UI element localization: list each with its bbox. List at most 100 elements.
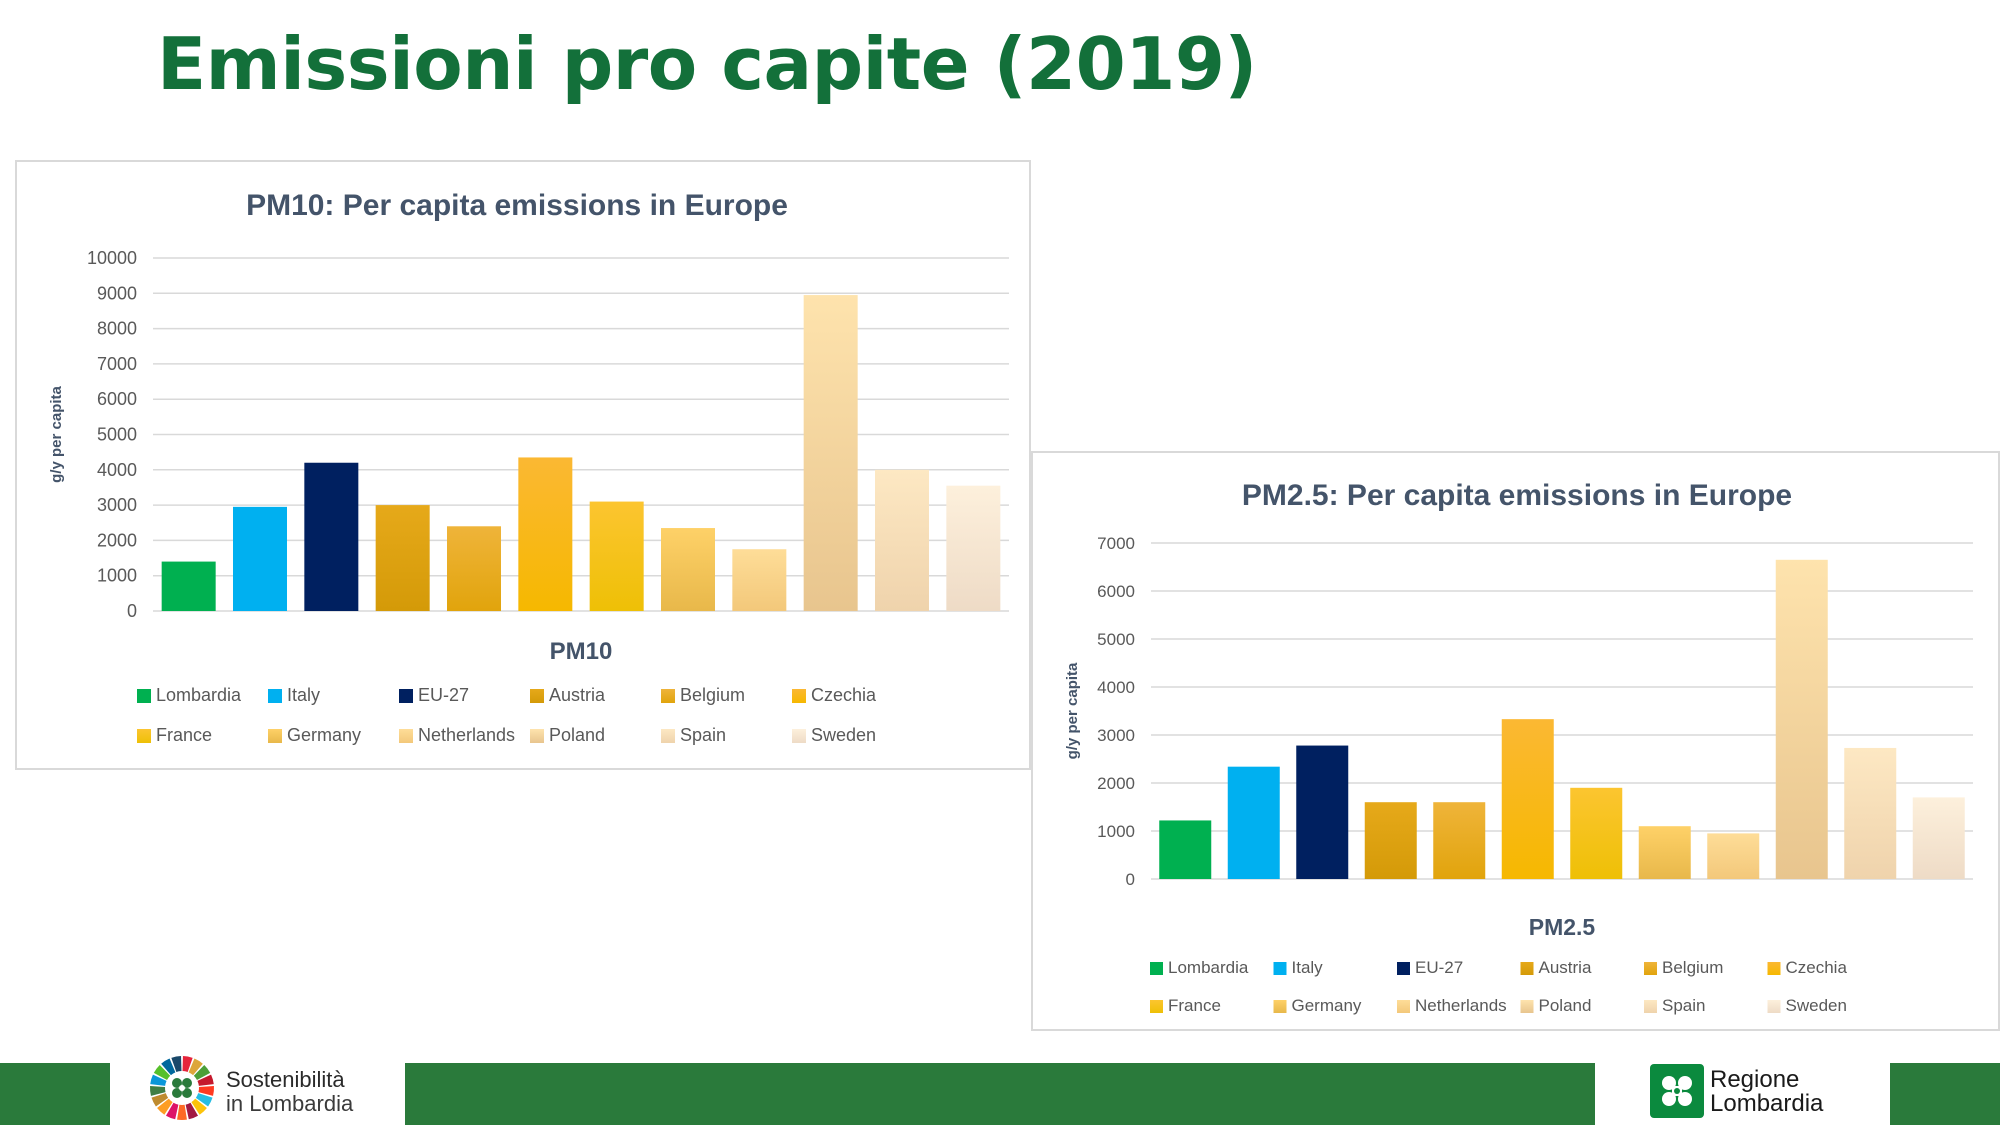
legend-item-austria: Austria — [1520, 958, 1592, 977]
legend-label: Poland — [549, 725, 605, 745]
y-tick-label: 1000 — [1097, 822, 1135, 841]
wheel-segment — [153, 1065, 171, 1080]
wheel-segment — [171, 1056, 182, 1072]
legend-label: Czechia — [1786, 958, 1848, 977]
y-tick-label: 4000 — [1097, 678, 1135, 697]
legend-label: EU-27 — [1415, 958, 1463, 977]
legend-swatch — [137, 729, 151, 743]
legend-swatch — [792, 729, 806, 743]
y-tick-label: 2000 — [1097, 774, 1135, 793]
footer-band-middle — [405, 1063, 1595, 1125]
y-tick-label: 0 — [1126, 870, 1135, 889]
legend-item-sweden: Sweden — [1767, 996, 1847, 1015]
bar-poland — [803, 295, 858, 611]
legend-swatch — [1644, 1000, 1657, 1013]
legend-swatch — [661, 689, 675, 703]
bar-italy — [233, 506, 287, 611]
wheel-segment — [197, 1074, 214, 1086]
bar-spain — [1844, 747, 1897, 879]
legend-swatch — [1150, 1000, 1163, 1013]
bar-sweden — [1912, 797, 1965, 879]
chart-title: PM2.5: Per capita emissions in Europe — [1242, 479, 1792, 512]
legend-swatch — [137, 689, 151, 703]
legend-swatch — [792, 689, 806, 703]
legend-item-lombardia: Lombardia — [137, 685, 242, 705]
legend-label: Sweden — [1786, 996, 1847, 1015]
legend-item-germany: Germany — [1273, 996, 1362, 1015]
legend-item-italy: Italy — [268, 685, 320, 705]
y-tick-label: 2000 — [97, 530, 137, 550]
y-tick-label: 3000 — [97, 495, 137, 515]
wheel-segment — [195, 1093, 213, 1107]
legend-item-netherlands: Netherlands — [399, 725, 515, 745]
legend-item-spain: Spain — [1644, 996, 1705, 1015]
legend-swatch — [268, 689, 282, 703]
wheel-segment — [151, 1093, 169, 1107]
regione-line2: Lombardia — [1710, 1090, 1824, 1117]
legend-swatch — [268, 729, 282, 743]
y-tick-label: 7000 — [97, 354, 137, 374]
bar-poland — [1775, 559, 1828, 879]
wheel-segment — [150, 1074, 167, 1086]
y-tick-label: 0 — [127, 601, 137, 621]
wheel-segment — [191, 1098, 207, 1115]
bar-spain — [875, 469, 929, 611]
sostenibilita-logo-icon — [149, 1056, 215, 1121]
pm10-chart: PM10: Per capita emissions in Europe 0 100… — [48, 189, 1009, 745]
legend-item-germany: Germany — [268, 725, 361, 745]
legend-label: Poland — [1539, 996, 1592, 1015]
bar-eu-27 — [304, 462, 359, 611]
bar-germany — [1638, 826, 1691, 879]
legend-label: Italy — [1292, 958, 1324, 977]
legend-label: Belgium — [680, 685, 745, 705]
x-axis-title: PM2.5 — [1529, 914, 1596, 940]
bar-eu-27 — [1296, 745, 1349, 879]
legend-label: France — [156, 725, 212, 745]
legend-label: Austria — [549, 685, 606, 705]
wheel-segment — [149, 1086, 166, 1096]
legend-swatch — [399, 689, 413, 703]
legend-item-belgium: Belgium — [1644, 958, 1723, 977]
bar-austria — [375, 505, 430, 611]
bar-france — [589, 501, 644, 611]
wheel-segment — [157, 1098, 173, 1115]
bar-lombardia — [1159, 820, 1212, 879]
pm25-chart-panel: PM2.5: Per capita emissions in Europe 0 10… — [1031, 451, 2000, 1031]
legend-label: Sweden — [811, 725, 876, 745]
legend-label: Netherlands — [418, 725, 515, 745]
legend-swatch — [530, 689, 544, 703]
legend-item-eu-27: EU-27 — [399, 685, 469, 705]
bar-czechia — [1501, 719, 1554, 879]
legend-swatch — [1397, 962, 1410, 975]
legend-item-netherlands: Netherlands — [1397, 996, 1507, 1015]
legend-label: Spain — [1662, 996, 1705, 1015]
legend-label: Czechia — [811, 685, 877, 705]
wheel-segment — [161, 1058, 176, 1076]
sostenibilita-line1: Sostenibilità — [226, 1067, 345, 1092]
legend-item-czechia: Czechia — [792, 685, 877, 705]
y-axis-title: g/y per capita — [1064, 662, 1081, 759]
legend-item-belgium: Belgium — [661, 685, 745, 705]
legend-label: Belgium — [1662, 958, 1723, 977]
bar-sweden — [946, 485, 1001, 611]
footer-band-left — [0, 1063, 110, 1125]
legend-item-france: France — [137, 725, 212, 745]
legend-item-france: France — [1150, 996, 1221, 1015]
pm10-chart-panel: PM10: Per capita emissions in Europe 0 100… — [15, 160, 1031, 770]
legend-swatch — [1273, 1000, 1287, 1013]
legend-item-spain: Spain — [661, 725, 726, 745]
bar-germany — [661, 528, 715, 611]
wheel-segment — [185, 1102, 199, 1120]
legend-swatch — [1520, 962, 1534, 975]
wheel-segment — [193, 1065, 211, 1080]
y-tick-label: 6000 — [97, 389, 137, 409]
y-tick-label: 10000 — [87, 248, 137, 268]
bar-netherlands — [732, 549, 787, 611]
legend-label: Lombardia — [156, 685, 242, 705]
legend-swatch — [1397, 1000, 1410, 1013]
legend-swatch — [399, 729, 413, 743]
wheel-segment — [188, 1058, 203, 1076]
legend-label: Netherlands — [1415, 996, 1507, 1015]
chart-title: PM10: Per capita emissions in Europe — [246, 189, 788, 222]
y-tick-label: 4000 — [97, 460, 137, 480]
